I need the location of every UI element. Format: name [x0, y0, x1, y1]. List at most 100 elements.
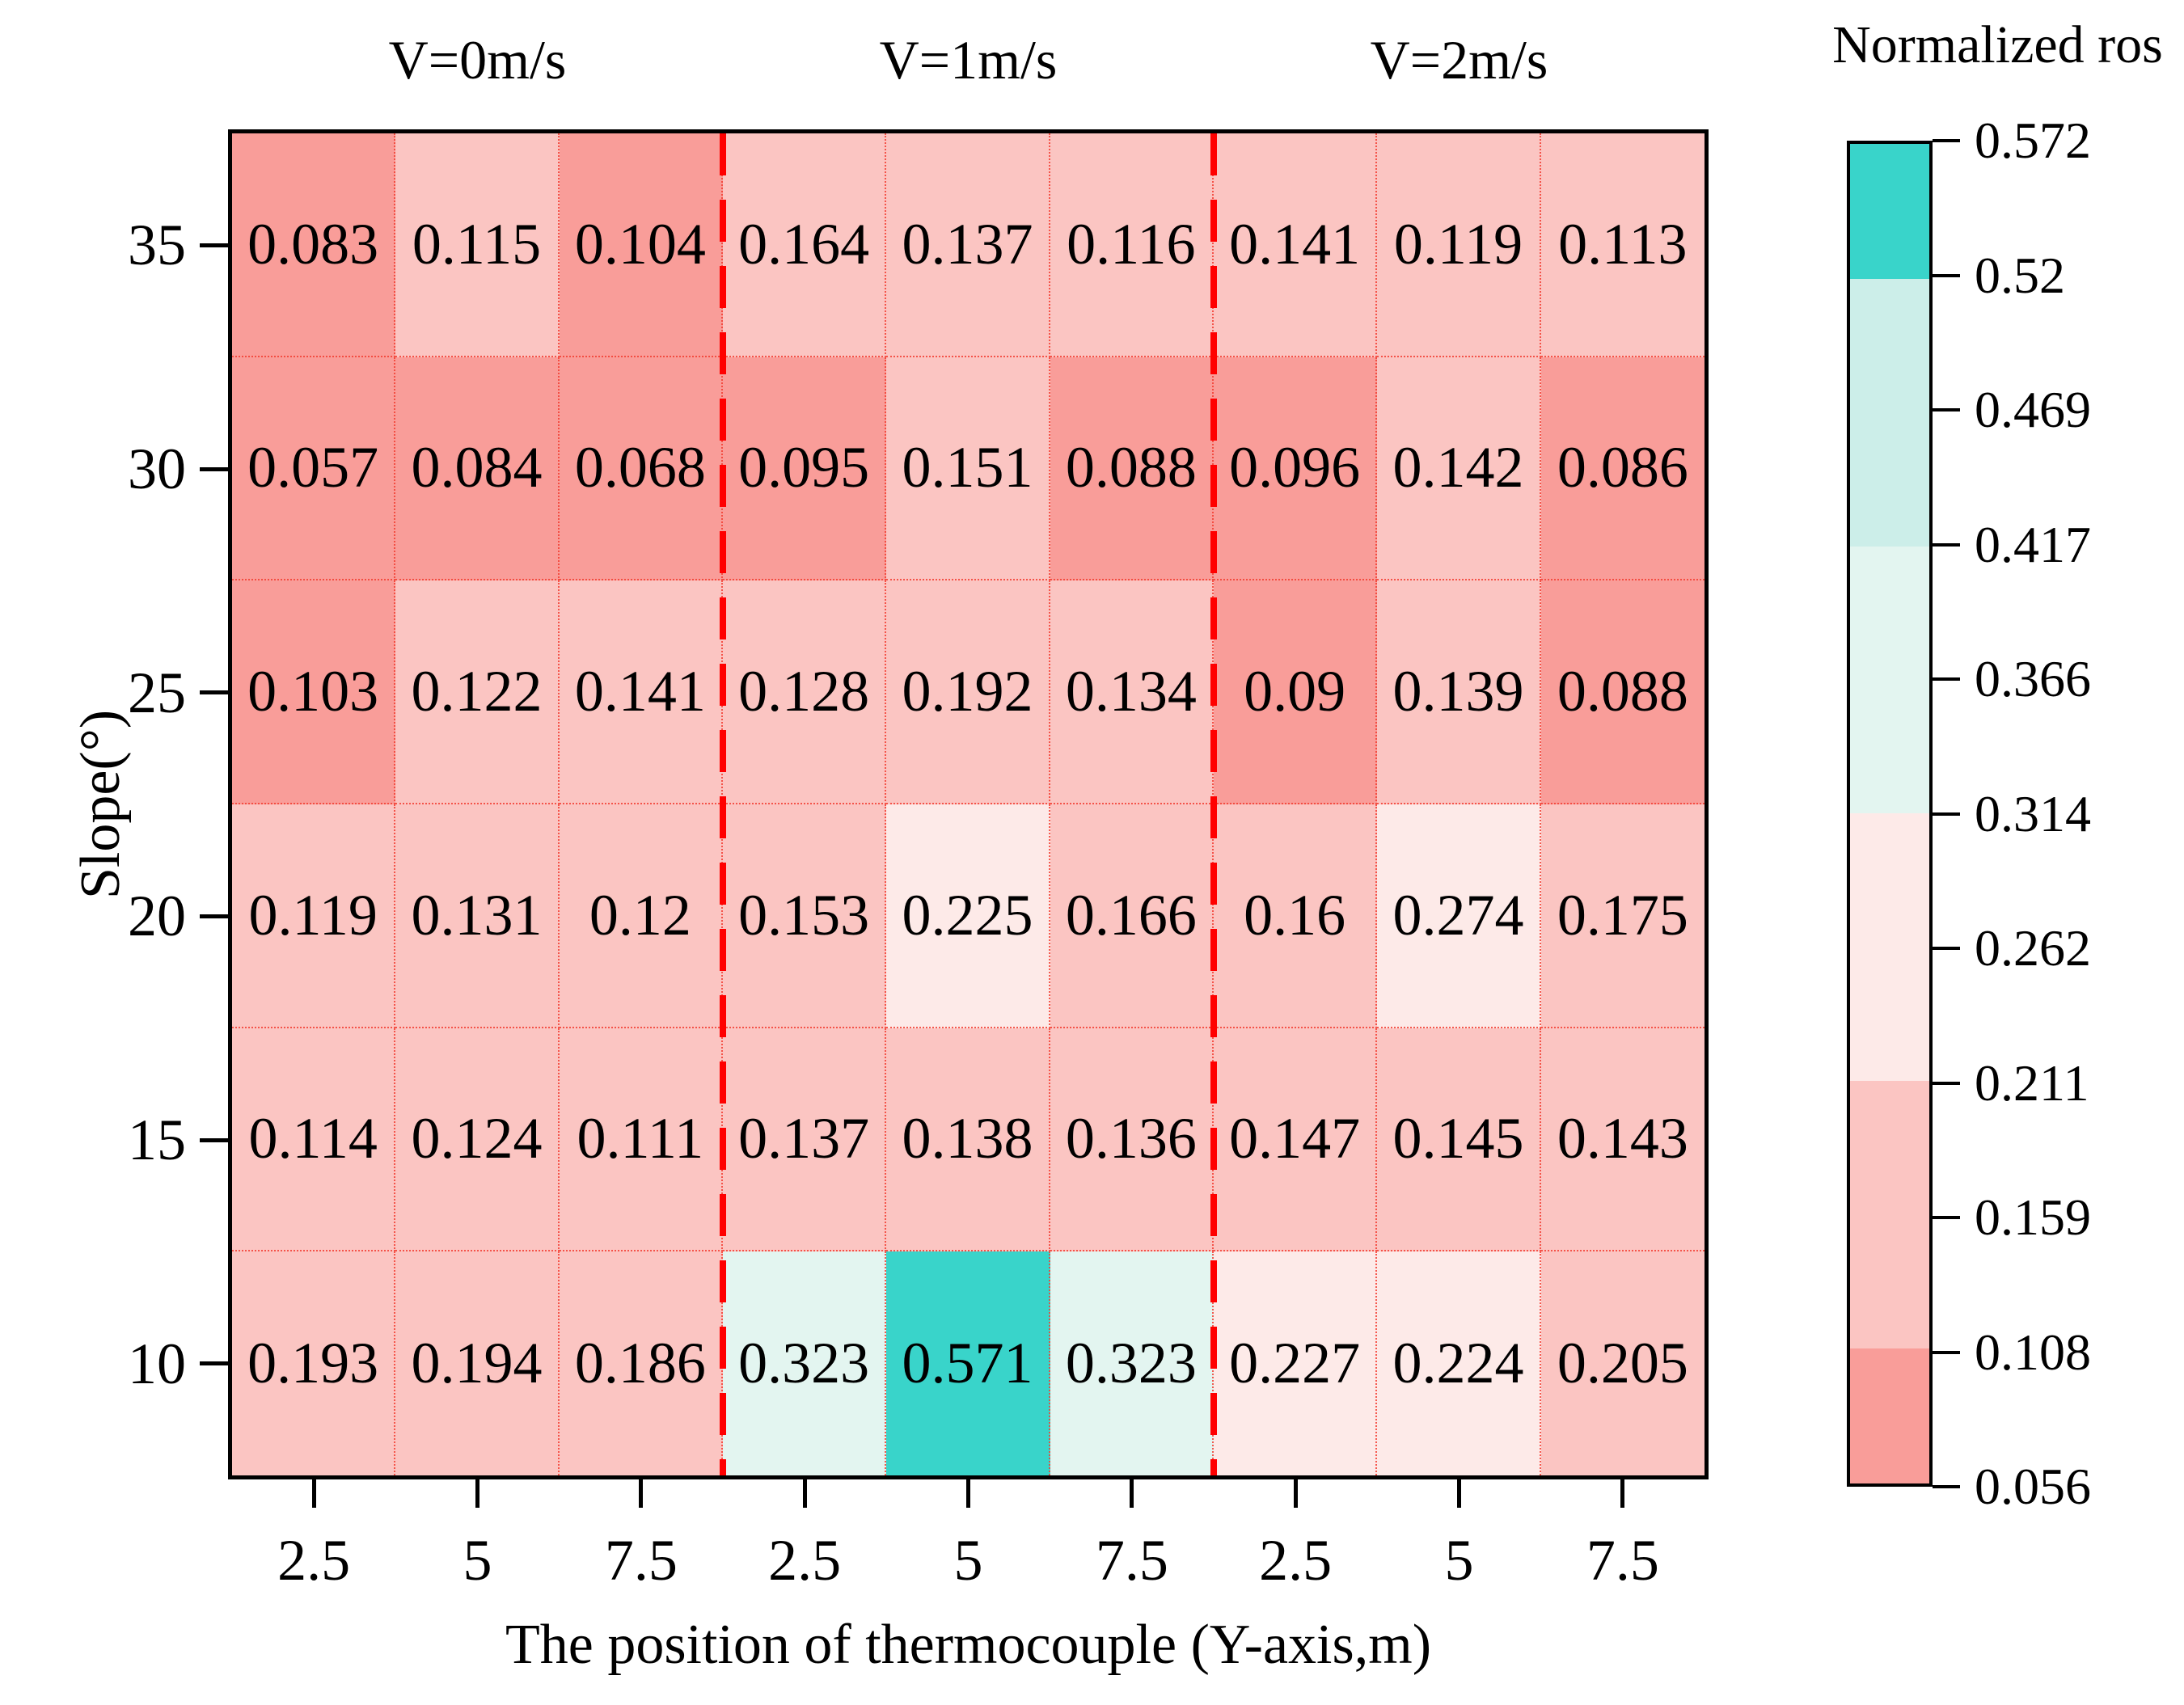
y-tick-mark	[200, 243, 232, 247]
heatmap-cell: 0.084	[395, 357, 560, 581]
y-tick-label: 25	[128, 660, 186, 725]
group-separator-line-2	[1210, 133, 1217, 1475]
colorbar-tick-label: 0.469	[1975, 381, 2091, 438]
heatmap-cell: 0.116	[1050, 133, 1214, 357]
heatmap-cell: 0.136	[1050, 1028, 1214, 1252]
column-group-header-v0: V=0m/s	[388, 29, 567, 91]
x-tick-label: 5	[953, 1528, 983, 1593]
heatmap-cell: 0.083	[232, 133, 396, 357]
x-tick-label: 5	[1444, 1528, 1474, 1593]
heatmap-cell: 0.088	[1540, 580, 1705, 804]
heatmap-cell: 0.16	[1213, 804, 1378, 1028]
colorbar-tick-label: 0.056	[1975, 1458, 2091, 1515]
colorbar-tick-mark	[1933, 1081, 1960, 1085]
y-tick-mark	[200, 690, 232, 695]
group-separator-line-1	[720, 133, 726, 1475]
heatmap-cell: 0.147	[1213, 1028, 1378, 1252]
heatmap-cell: 0.131	[395, 804, 560, 1028]
heatmap-cell: 0.122	[395, 580, 560, 804]
colorbar	[1847, 141, 1933, 1487]
heatmap-cell: 0.137	[722, 1028, 887, 1252]
y-tick-label: 35	[128, 213, 186, 278]
heatmap-cell: 0.224	[1377, 1251, 1541, 1475]
heatmap-cell: 0.088	[1050, 357, 1214, 581]
heatmap-cell: 0.571	[886, 1251, 1050, 1475]
y-tick-label: 20	[128, 884, 186, 949]
heatmap-cell: 0.153	[722, 804, 887, 1028]
colorbar-tick-mark	[1933, 273, 1960, 277]
x-tick-label: 7.5	[604, 1528, 678, 1593]
y-tick-mark	[200, 466, 232, 471]
heatmap-cell: 0.323	[1050, 1251, 1214, 1475]
column-group-header-v2: V=2m/s	[1370, 29, 1548, 91]
colorbar-tick-label: 0.572	[1975, 112, 2091, 169]
heatmap-cell: 0.12	[559, 804, 723, 1028]
heatmap-cell: 0.137	[886, 133, 1050, 357]
heatmap-cell: 0.166	[1050, 804, 1214, 1028]
heatmap-cell: 0.086	[1540, 357, 1705, 581]
colorbar-tick-mark	[1933, 812, 1960, 816]
colorbar-segment	[1850, 278, 1929, 547]
colorbar-segment	[1850, 144, 1929, 279]
heatmap-cell: 0.164	[722, 133, 887, 357]
y-tick-label: 30	[128, 437, 186, 501]
heatmap-cell: 0.142	[1377, 357, 1541, 581]
heatmap-cell: 0.141	[1213, 133, 1378, 357]
x-axis-title: The position of thermocouple (Y-axis,m)	[505, 1614, 1432, 1676]
heatmap-cell: 0.068	[559, 357, 723, 581]
heatmap-cell: 0.194	[395, 1251, 560, 1475]
colorbar-tick-mark	[1933, 542, 1960, 547]
heatmap-cell: 0.104	[559, 133, 723, 357]
x-tick-label: 2.5	[1259, 1528, 1333, 1593]
colorbar-tick-label: 0.366	[1975, 650, 2091, 707]
colorbar-tick-label: 0.211	[1975, 1053, 2089, 1112]
x-tick-mark	[966, 1475, 970, 1508]
colorbar-tick-label: 0.417	[1975, 515, 2091, 573]
colorbar-segment	[1850, 1081, 1929, 1348]
heatmap-cell: 0.139	[1377, 580, 1541, 804]
colorbar-title: Normalized ros	[1832, 15, 2163, 74]
heatmap-cell: 0.141	[559, 580, 723, 804]
colorbar-tick-mark	[1933, 677, 1960, 681]
heatmap-cell: 0.057	[232, 357, 396, 581]
colorbar-tick-mark	[1933, 139, 1960, 142]
x-tick-mark	[311, 1475, 316, 1508]
x-tick-mark	[802, 1475, 807, 1508]
heatmap-cell: 0.193	[232, 1251, 396, 1475]
colorbar-tick-mark	[1933, 1485, 1960, 1488]
colorbar-segment	[1850, 1348, 1929, 1483]
heatmap-cell: 0.323	[722, 1251, 887, 1475]
heatmap-cell: 0.192	[886, 580, 1050, 804]
colorbar-tick-label: 0.159	[1975, 1188, 2091, 1246]
colorbar-tick-label: 0.314	[1975, 784, 2091, 842]
heatmap-cell: 0.274	[1377, 804, 1541, 1028]
colorbar-tick-label: 0.52	[1975, 246, 2065, 304]
y-tick-mark	[200, 1137, 232, 1142]
heatmap-cell: 0.225	[886, 804, 1050, 1028]
x-tick-mark	[639, 1475, 644, 1508]
column-group-header-v1: V=1m/s	[879, 29, 1058, 91]
y-tick-mark	[200, 1361, 232, 1366]
x-tick-mark	[475, 1475, 479, 1508]
heatmap-cell: 0.186	[559, 1251, 723, 1475]
x-tick-label: 2.5	[768, 1528, 842, 1593]
heatmap-cell: 0.128	[722, 580, 887, 804]
colorbar-segment	[1850, 813, 1929, 1082]
colorbar-segment	[1850, 546, 1929, 814]
y-tick-label: 15	[128, 1108, 186, 1172]
heatmap-cell: 0.115	[395, 133, 560, 357]
x-tick-mark	[1620, 1475, 1625, 1508]
plot-area: 0.083 0.115 0.104 0.164 0.137 0.116 0.141 0.119…	[228, 129, 1709, 1479]
heatmap-cell: 0.119	[232, 804, 396, 1028]
heatmap-cell: 0.145	[1377, 1028, 1541, 1252]
heatmap-cell: 0.134	[1050, 580, 1214, 804]
heatmap-cell: 0.143	[1540, 1028, 1705, 1252]
heatmap-cell: 0.103	[232, 580, 396, 804]
heatmap-cell: 0.138	[886, 1028, 1050, 1252]
y-tick-label: 10	[128, 1331, 186, 1396]
colorbar-tick-label: 0.262	[1975, 919, 2091, 977]
heatmap-cell: 0.096	[1213, 357, 1378, 581]
heatmap-cell: 0.114	[232, 1028, 396, 1252]
x-tick-mark	[1130, 1475, 1134, 1508]
